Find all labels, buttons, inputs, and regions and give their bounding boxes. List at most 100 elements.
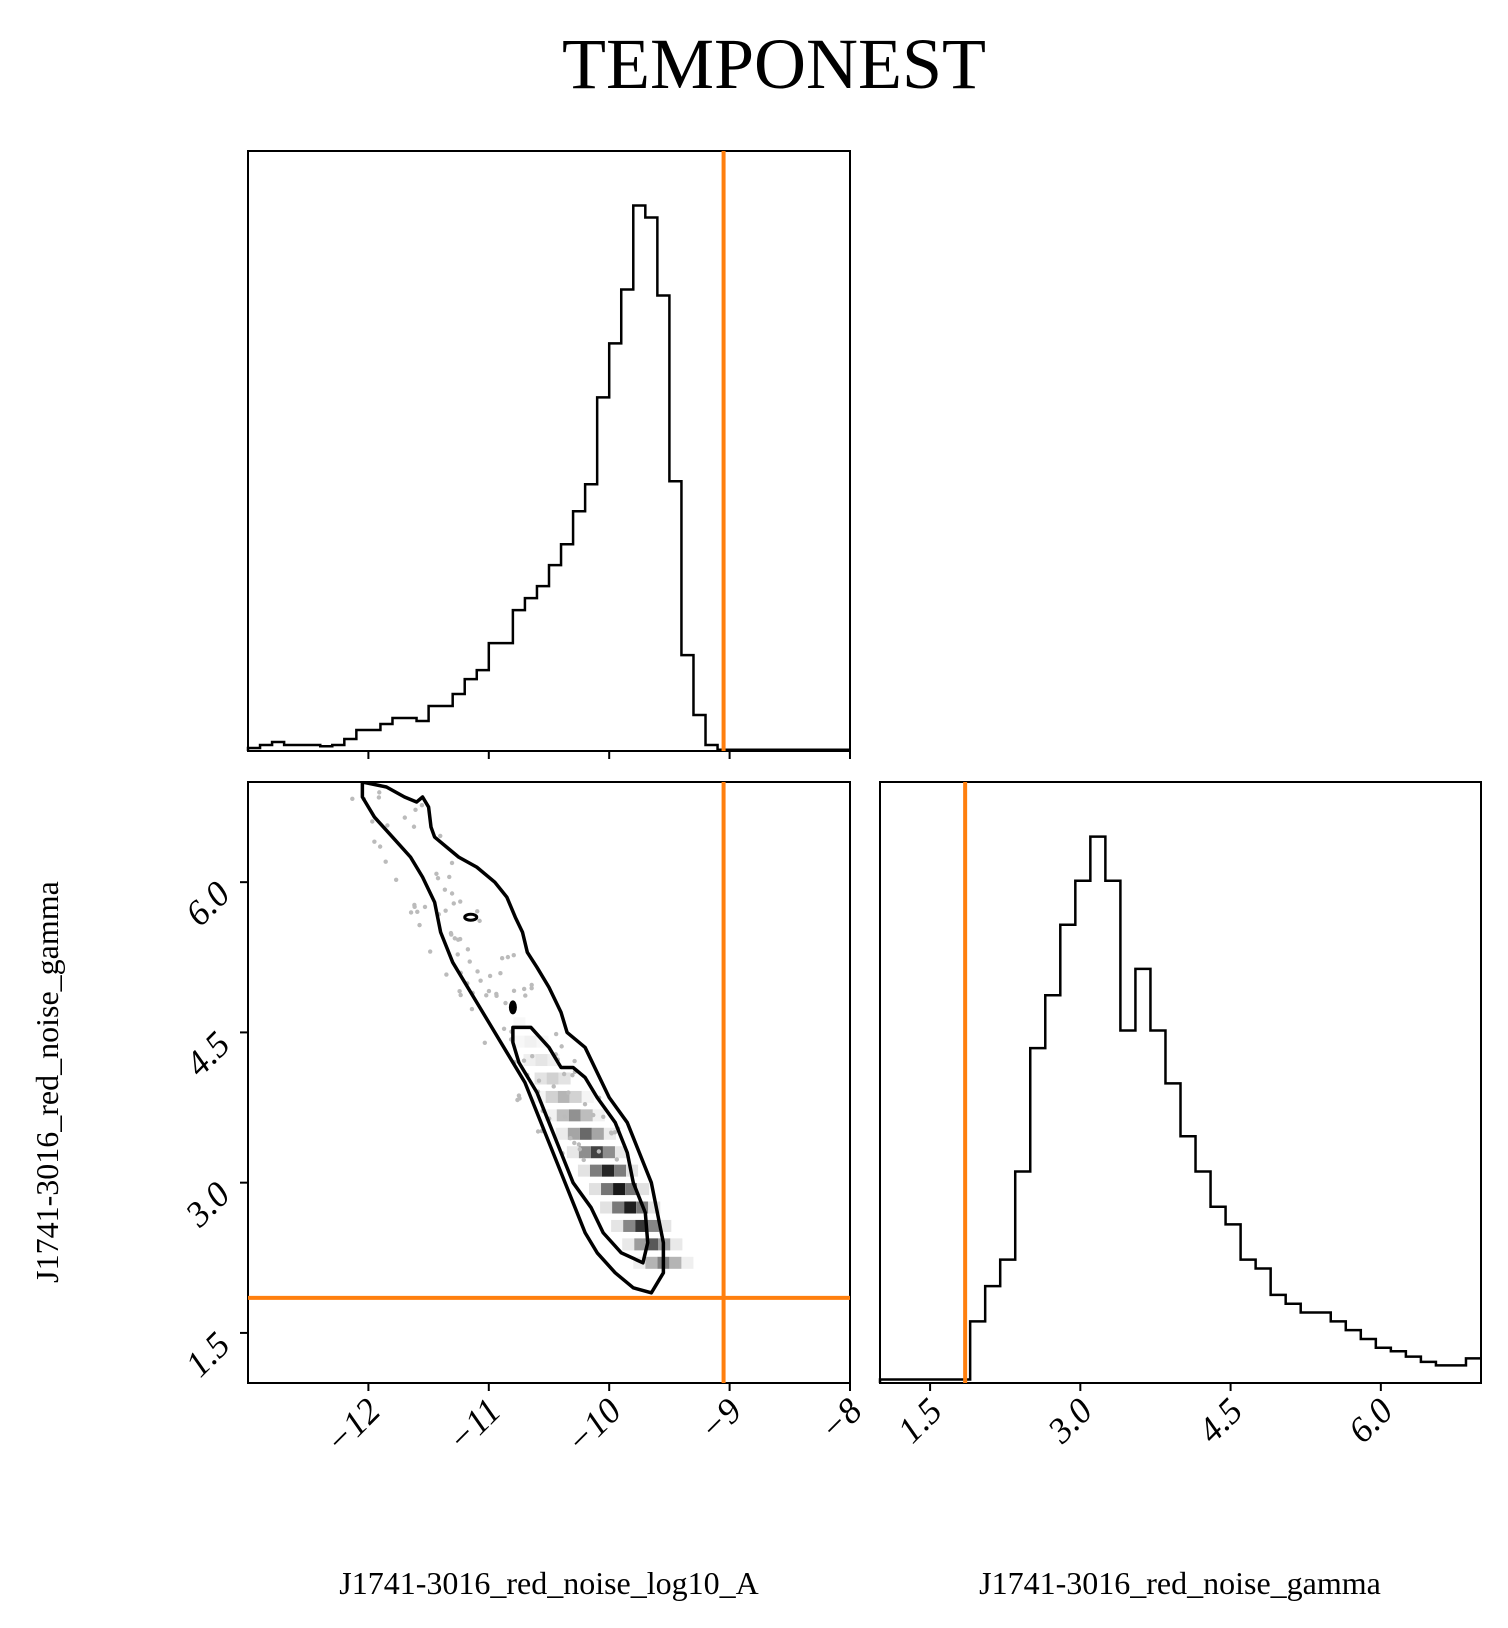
sample-point	[521, 986, 527, 992]
sample-point	[408, 910, 414, 915]
sample-point	[609, 1131, 614, 1136]
density-cell	[613, 1183, 626, 1196]
sample-point	[503, 1000, 508, 1006]
contour-blob	[508, 1000, 517, 1015]
sample-point	[591, 1112, 596, 1118]
sample-point	[449, 932, 454, 937]
sample-point	[434, 871, 439, 876]
density-cell	[624, 1201, 637, 1214]
density-cell	[645, 1256, 658, 1269]
sample-point	[523, 993, 528, 998]
sample-point	[469, 1006, 475, 1012]
sample-point	[447, 874, 452, 880]
sample-point	[458, 992, 463, 998]
sample-point	[413, 807, 418, 813]
y-tick-label-gamma: 3.0	[177, 1174, 238, 1235]
tick-layer: −12 −11 −10 −9 −8 1.5 3.0 4.5 6.0 1.5 3.0 4.5 6.0	[177, 751, 1400, 1461]
sample-point	[511, 988, 517, 994]
y-tick-label-gamma: 4.5	[178, 1024, 238, 1084]
sample-point	[486, 988, 492, 994]
x-tick-label-gamma: 3.0	[1039, 1390, 1100, 1451]
marginal-log10A-frame	[247, 150, 851, 752]
sample-point	[536, 1078, 542, 1083]
density-cell	[634, 1238, 647, 1251]
sample-point	[419, 802, 425, 808]
sample-point	[402, 815, 408, 820]
density-cell	[581, 1090, 594, 1103]
y-tick-label-gamma: 6.0	[178, 874, 238, 934]
sample-point	[350, 796, 355, 802]
sample-point	[385, 823, 390, 828]
density-cell	[579, 1127, 592, 1140]
density-cell	[670, 1238, 683, 1251]
x-tick-label-log10A: −12	[317, 1390, 388, 1461]
sample-point	[377, 790, 382, 795]
density-cell	[568, 1109, 581, 1122]
density-cell	[637, 1183, 650, 1196]
figure-title: TEMPONEST	[562, 24, 986, 104]
sample-point	[422, 904, 428, 910]
sample-point	[417, 922, 422, 928]
sample-point	[530, 1054, 535, 1059]
sample-point	[515, 1097, 520, 1103]
joint-frame	[247, 781, 851, 1384]
density-cell	[512, 1035, 525, 1048]
sample-point	[484, 993, 489, 998]
density-cell	[635, 1219, 648, 1232]
sample-point	[601, 1114, 606, 1120]
sample-point	[442, 887, 448, 892]
density-cell	[601, 1183, 614, 1196]
sample-point	[577, 1147, 582, 1152]
x-tick-label-log10A: −11	[439, 1390, 508, 1459]
sample-point	[614, 1157, 620, 1162]
density-cell	[600, 1201, 613, 1214]
sample-point	[529, 985, 534, 991]
histogram-gamma	[878, 835, 1481, 1383]
sample-point	[562, 1114, 568, 1119]
sample-point	[582, 1101, 588, 1107]
sample-point	[529, 982, 534, 988]
sample-point	[435, 875, 441, 881]
sample-point	[465, 947, 471, 952]
sample-point	[449, 860, 455, 866]
sample-point	[501, 1026, 507, 1031]
sample-point	[551, 1084, 556, 1089]
sample-point	[443, 908, 448, 913]
sample-point	[505, 954, 511, 960]
sample-point	[383, 859, 388, 864]
density-cell	[546, 1072, 559, 1085]
sample-point	[451, 901, 456, 906]
sample-point	[482, 1040, 488, 1045]
sample-point	[411, 824, 417, 829]
density-cell	[623, 1219, 636, 1232]
density-cell	[669, 1256, 682, 1269]
sample-point	[572, 1058, 577, 1064]
sample-point	[561, 1071, 567, 1077]
y-axis-label-gamma: J1741-3016_red_noise_gamma	[29, 881, 65, 1283]
sample-point	[572, 1140, 577, 1146]
density-cell	[622, 1238, 635, 1251]
density-cell	[588, 1183, 601, 1196]
sample-point	[467, 959, 472, 964]
sample-point	[457, 936, 463, 942]
x-tick-label-log10A: −10	[558, 1390, 629, 1461]
density-cell	[580, 1109, 593, 1122]
marginal-gamma-panel	[878, 782, 1481, 1383]
sample-point	[596, 1149, 602, 1154]
density-cell	[681, 1256, 694, 1269]
x-tick-label-gamma: 4.5	[1190, 1390, 1250, 1450]
sample-point	[498, 971, 503, 976]
sample-point	[581, 1157, 586, 1163]
sample-point	[475, 909, 480, 914]
sample-point	[570, 1072, 575, 1078]
sample-point	[438, 833, 443, 839]
density-cell	[566, 1146, 579, 1159]
sample-point	[376, 795, 382, 800]
sample-point	[478, 978, 483, 983]
sample-point	[559, 1044, 564, 1049]
x-tick-label-gamma: 1.5	[890, 1390, 950, 1450]
sample-point	[494, 993, 499, 999]
sample-point	[477, 918, 482, 924]
density-cell	[558, 1072, 571, 1085]
